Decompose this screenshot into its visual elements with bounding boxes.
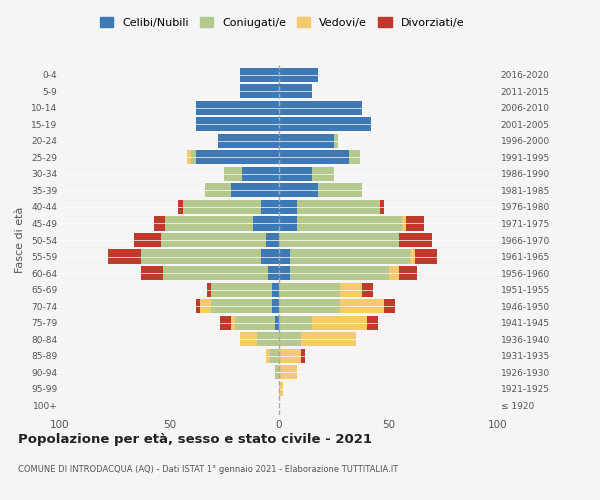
Bar [191, 150, 196, 164]
Bar [270, 348, 279, 362]
Bar [196, 299, 200, 313]
Bar [161, 233, 266, 247]
Bar [279, 101, 362, 115]
Bar [163, 266, 268, 280]
Bar [262, 250, 279, 264]
Bar [312, 167, 334, 181]
Bar [154, 216, 165, 230]
Bar [220, 316, 231, 330]
Bar [279, 150, 349, 164]
Bar [108, 250, 141, 264]
Bar [141, 266, 163, 280]
Bar [400, 233, 433, 247]
Bar [279, 68, 319, 82]
Bar [296, 200, 380, 214]
Bar [410, 250, 415, 264]
Bar [134, 233, 161, 247]
Bar [207, 282, 211, 296]
Bar [279, 84, 312, 98]
Bar [200, 299, 211, 313]
Bar [279, 316, 312, 330]
Bar [279, 167, 312, 181]
Bar [218, 134, 279, 148]
Bar [279, 332, 301, 346]
Bar [340, 282, 362, 296]
Bar [279, 233, 400, 247]
Bar [205, 184, 231, 198]
Bar [275, 316, 279, 330]
Bar [235, 316, 275, 330]
Bar [279, 200, 296, 214]
Bar [272, 282, 279, 296]
Bar [211, 299, 272, 313]
Bar [268, 266, 279, 280]
Bar [257, 332, 279, 346]
Bar [239, 332, 257, 346]
Bar [406, 216, 424, 230]
Bar [196, 118, 279, 132]
Bar [400, 266, 417, 280]
Bar [290, 250, 410, 264]
Bar [279, 250, 290, 264]
Bar [334, 134, 338, 148]
Bar [182, 200, 262, 214]
Bar [279, 184, 319, 198]
Bar [362, 282, 373, 296]
Bar [196, 150, 279, 164]
Text: COMUNE DI INTRODACQUA (AQ) - Dati ISTAT 1° gennaio 2021 - Elaborazione TUTTITALI: COMUNE DI INTRODACQUA (AQ) - Dati ISTAT … [18, 466, 398, 474]
Bar [415, 250, 437, 264]
Bar [279, 282, 340, 296]
Bar [242, 167, 279, 181]
Bar [319, 184, 362, 198]
Bar [196, 101, 279, 115]
Bar [187, 150, 191, 164]
Bar [266, 348, 270, 362]
Bar [389, 266, 400, 280]
Bar [262, 200, 279, 214]
Bar [290, 266, 389, 280]
Bar [239, 84, 279, 98]
Bar [279, 365, 296, 379]
Bar [279, 382, 283, 396]
Bar [367, 316, 377, 330]
Bar [231, 184, 279, 198]
Bar [178, 200, 182, 214]
Bar [272, 299, 279, 313]
Bar [301, 332, 356, 346]
Y-axis label: Fasce di età: Fasce di età [16, 207, 25, 273]
Bar [279, 348, 301, 362]
Bar [279, 299, 340, 313]
Bar [231, 316, 235, 330]
Bar [279, 216, 296, 230]
Bar [211, 282, 272, 296]
Bar [279, 118, 371, 132]
Bar [239, 68, 279, 82]
Bar [165, 216, 253, 230]
Bar [380, 200, 384, 214]
Bar [349, 150, 360, 164]
Bar [301, 348, 305, 362]
Bar [141, 250, 262, 264]
Bar [253, 216, 279, 230]
Bar [266, 233, 279, 247]
Bar [296, 216, 401, 230]
Bar [279, 266, 290, 280]
Bar [401, 216, 406, 230]
Bar [312, 316, 367, 330]
Bar [384, 299, 395, 313]
Bar [224, 167, 242, 181]
Text: Popolazione per età, sesso e stato civile - 2021: Popolazione per età, sesso e stato civil… [18, 432, 372, 446]
Legend: Celibi/Nubili, Coniugati/e, Vedovi/e, Divorziati/e: Celibi/Nubili, Coniugati/e, Vedovi/e, Di… [95, 13, 469, 32]
Bar [340, 299, 384, 313]
Bar [275, 365, 279, 379]
Bar [279, 134, 334, 148]
